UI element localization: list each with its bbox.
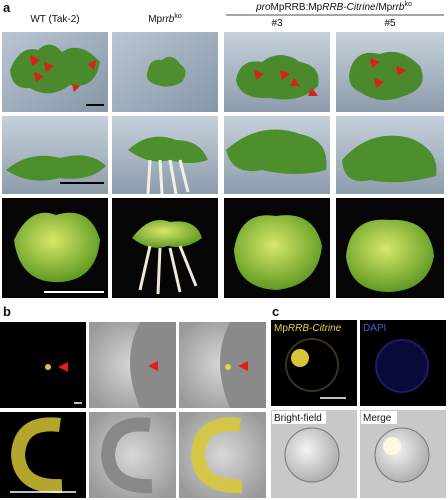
label-box: [361, 411, 397, 424]
text-part: #5: [384, 18, 396, 29]
text-part: rrb: [162, 14, 175, 25]
group-header: proMpRRB:MpRRB-Citrine/Mprrbko: [255, 1, 412, 13]
column-header: Mprrbko: [148, 13, 182, 25]
text-part: Mp: [148, 14, 162, 25]
column-header: WT (Tak-2): [30, 14, 79, 25]
text-part: /Mp: [376, 2, 393, 13]
panel-label: a: [3, 0, 11, 15]
text-part: ko: [174, 13, 182, 20]
text-part: Mp: [274, 323, 288, 334]
text-part: RRB-Citrine: [288, 323, 342, 334]
text-part: Bright-field: [274, 413, 322, 424]
text-part: MpRRB: [271, 2, 306, 13]
column-header: #3: [271, 18, 283, 29]
channel-label: Bright-field: [274, 413, 322, 424]
channel-label: Merge: [363, 413, 392, 424]
text-part: RRB-Citrine: [322, 2, 376, 13]
text-part: Merge: [363, 413, 392, 424]
text-part: ko: [404, 1, 412, 8]
text-part: #3: [271, 18, 283, 29]
text-part: :Mp: [306, 2, 323, 13]
panel-label: c: [272, 304, 279, 319]
text-part: WT (Tak-2): [30, 14, 79, 25]
text-part: DAPI: [363, 323, 386, 334]
text-part: c: [272, 304, 279, 319]
text-part: pro: [255, 2, 271, 13]
label-box: [272, 411, 326, 424]
channel-label: MpRRB-Citrine: [274, 323, 342, 334]
micrograph-grid: [271, 320, 446, 498]
channel-label: DAPI: [363, 323, 386, 334]
text-part: b: [3, 304, 11, 319]
panel-label: b: [3, 304, 11, 319]
column-header: #5: [384, 18, 396, 29]
photo-grid: [2, 32, 444, 298]
micrograph-grid: [0, 322, 266, 498]
text-part: a: [3, 0, 11, 15]
text-part: rrb: [392, 2, 405, 13]
